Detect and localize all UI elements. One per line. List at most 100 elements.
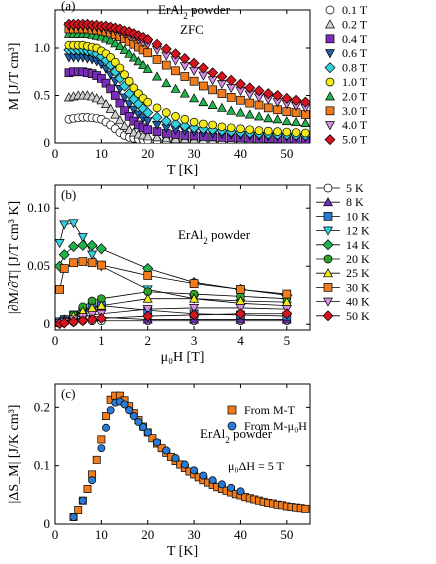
data-point bbox=[207, 99, 218, 109]
y-tick-label: 0.05 bbox=[27, 258, 50, 273]
data-point bbox=[77, 239, 89, 251]
data-point bbox=[124, 112, 134, 121]
legend-marker bbox=[323, 283, 333, 292]
data-point bbox=[170, 118, 182, 130]
data-point bbox=[153, 438, 161, 447]
data-point bbox=[236, 124, 245, 134]
data-point bbox=[282, 127, 292, 137]
series-line bbox=[59, 244, 287, 296]
y-tick-label: 0 bbox=[44, 316, 51, 331]
data-point bbox=[124, 48, 135, 58]
legend-label: 14 K bbox=[346, 238, 370, 252]
data-point bbox=[119, 120, 130, 130]
data-point bbox=[97, 74, 106, 83]
data-point bbox=[120, 70, 129, 79]
legend-marker bbox=[325, 19, 335, 29]
legend-label: 8 K bbox=[346, 195, 364, 209]
legend-marker bbox=[325, 106, 335, 116]
panel-a: 0 10 20 30 40 50 0 0.5 1.0 T [K] M [J/T cm³] (a) ErA… bbox=[7, 0, 368, 178]
panel-label: (b) bbox=[61, 187, 76, 202]
series-line bbox=[59, 307, 287, 324]
data-point bbox=[199, 471, 208, 480]
data-point bbox=[105, 35, 116, 45]
annotation-text: μ₀ΔH = 5 T bbox=[228, 459, 285, 473]
data-point bbox=[290, 94, 302, 106]
legend-label: 0.1 T bbox=[342, 3, 368, 17]
legend-label: 0.4 T bbox=[342, 32, 368, 46]
data-point bbox=[179, 120, 191, 132]
data-point bbox=[234, 78, 246, 90]
x-axis-label: T [K] bbox=[167, 544, 198, 559]
data-point bbox=[199, 119, 208, 129]
data-point bbox=[78, 496, 87, 505]
data-point bbox=[101, 78, 111, 88]
x-tick-label: 3 bbox=[191, 333, 198, 348]
series-line bbox=[59, 291, 287, 324]
legend-marker bbox=[325, 34, 335, 44]
panel-c: 0 10 20 30 40 50 0 0.1 0.2 T [K] |ΔS_M| [J/K cm³] (… bbox=[7, 383, 311, 559]
data-point bbox=[188, 309, 200, 321]
x-tick-label: 4 bbox=[237, 333, 244, 348]
legend-label: From M-μ₀H bbox=[244, 419, 307, 433]
data-point bbox=[142, 305, 153, 315]
legend-marker bbox=[322, 239, 334, 251]
legend-marker bbox=[323, 297, 333, 307]
x-tick-label: 50 bbox=[280, 146, 293, 161]
data-point bbox=[236, 285, 245, 294]
panel-label: (c) bbox=[61, 386, 75, 401]
data-point bbox=[244, 82, 256, 94]
data-point bbox=[217, 122, 227, 132]
data-point bbox=[124, 100, 135, 110]
series-line bbox=[59, 222, 287, 307]
legend-label: 0.8 T bbox=[342, 61, 368, 75]
legend-label: 30 K bbox=[346, 280, 370, 294]
data-point bbox=[115, 98, 125, 108]
data-point bbox=[189, 293, 200, 303]
data-point bbox=[96, 300, 107, 310]
legend-label: 5.0 T bbox=[342, 133, 368, 147]
plot-area bbox=[63, 18, 310, 143]
data-point bbox=[171, 66, 180, 76]
legend-label: 12 K bbox=[346, 224, 370, 238]
data-point bbox=[180, 114, 190, 124]
data-point bbox=[87, 250, 98, 260]
data-point bbox=[124, 124, 135, 134]
data-point bbox=[143, 271, 153, 280]
data-point bbox=[262, 88, 274, 100]
data-point bbox=[55, 239, 65, 249]
data-point bbox=[78, 257, 88, 266]
data-point bbox=[299, 96, 310, 108]
data-point bbox=[138, 59, 149, 70]
data-point bbox=[110, 91, 120, 100]
x-tick-label: 2 bbox=[144, 333, 151, 348]
data-point bbox=[189, 304, 200, 314]
legend-label: 50 K bbox=[346, 309, 370, 323]
data-point bbox=[199, 81, 208, 91]
data-point bbox=[188, 57, 200, 69]
data-point bbox=[208, 120, 217, 130]
data-point bbox=[151, 38, 163, 50]
legend-marker bbox=[325, 5, 335, 15]
legend-label: 0.2 T bbox=[342, 17, 368, 31]
x-axis-label: T [K] bbox=[167, 163, 198, 178]
data-point bbox=[254, 111, 264, 121]
data-point bbox=[217, 480, 226, 489]
legend-marker bbox=[325, 121, 335, 131]
data-point bbox=[161, 60, 171, 70]
data-point bbox=[160, 43, 172, 55]
data-point bbox=[106, 84, 115, 94]
data-point bbox=[110, 109, 121, 119]
legend-label: 0.6 T bbox=[342, 46, 368, 60]
data-point bbox=[68, 240, 80, 252]
data-point bbox=[143, 48, 153, 58]
data-point bbox=[92, 455, 101, 464]
data-point bbox=[162, 446, 171, 455]
data-point bbox=[170, 48, 182, 60]
data-point bbox=[217, 89, 227, 98]
data-point bbox=[171, 112, 180, 121]
x-tick-label: 20 bbox=[141, 527, 154, 542]
data-point bbox=[151, 111, 163, 123]
legend-marker bbox=[323, 197, 333, 207]
data-point bbox=[263, 103, 273, 113]
